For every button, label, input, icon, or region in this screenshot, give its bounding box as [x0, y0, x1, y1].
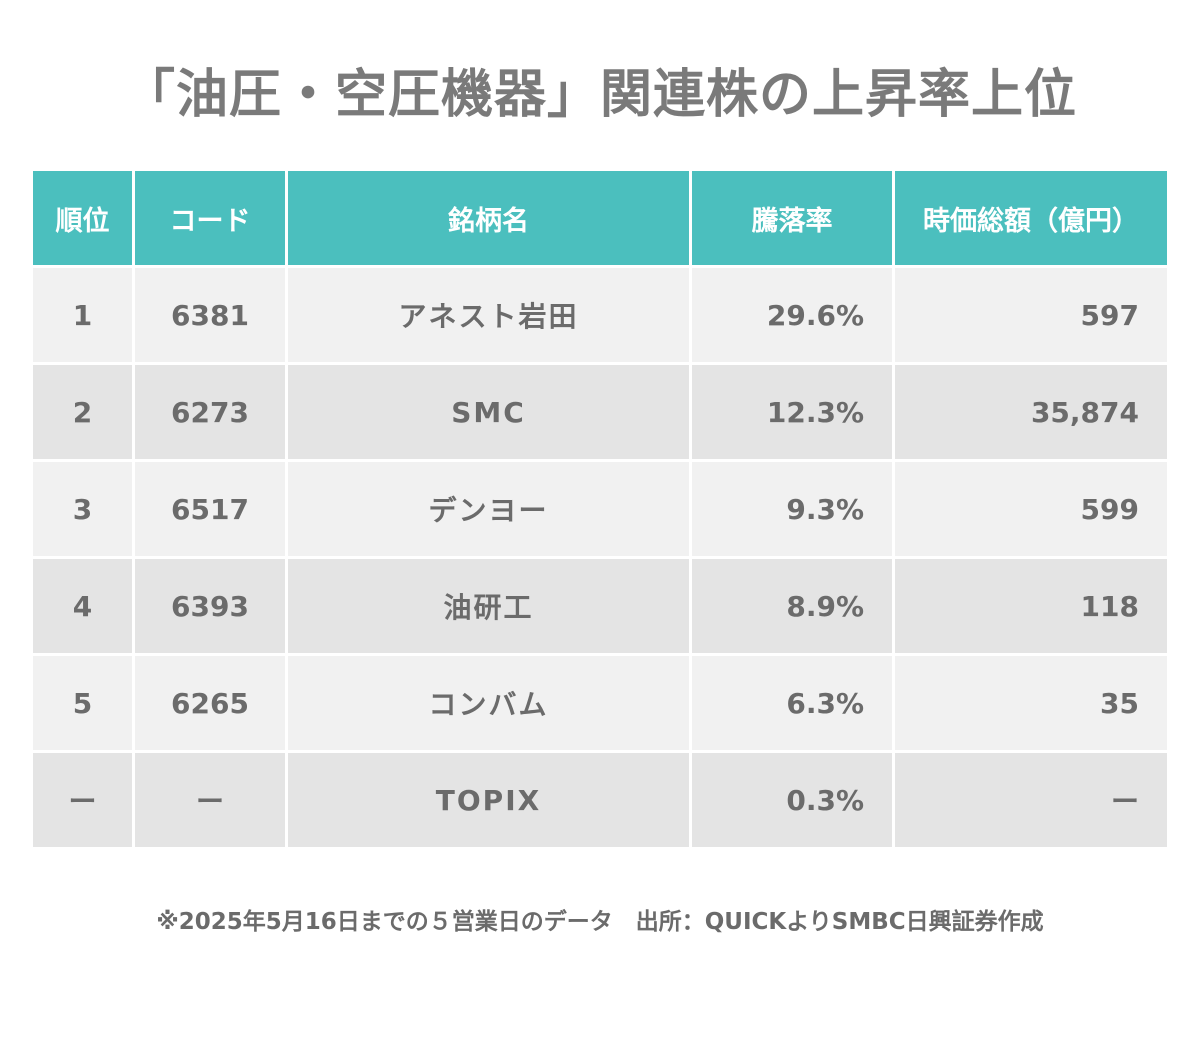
market-cap-cell: 118 — [895, 559, 1167, 653]
code-cell: 6273 — [135, 365, 285, 459]
column-header-change: 騰落率 — [692, 171, 892, 265]
source-footnote: ※2025年5月16日までの５営業日のデータ 出所：QUICKよりSMBC日興証… — [156, 909, 1044, 935]
code-cell: ー — [135, 753, 285, 847]
market-cap-cell: 35 — [895, 656, 1167, 750]
table-row: ー ー TOPIX 0.3% ー — [33, 753, 1167, 847]
rank-cell: 5 — [33, 656, 132, 750]
market-cap-cell: ー — [895, 753, 1167, 847]
column-header-market-cap: 時価総額（億円） — [895, 171, 1167, 265]
table-row: 4 6393 油研工 8.9% 118 — [33, 559, 1167, 653]
ranking-table: 順位 コード 銘柄名 騰落率 時価総額（億円） 1 6381 アネスト岩田 29… — [30, 168, 1170, 850]
market-cap-cell: 599 — [895, 462, 1167, 556]
code-cell: 6517 — [135, 462, 285, 556]
rank-cell: ー — [33, 753, 132, 847]
table-row: 2 6273 SMC 12.3% 35,874 — [33, 365, 1167, 459]
name-cell: TOPIX — [288, 753, 689, 847]
rank-cell: 4 — [33, 559, 132, 653]
table-row: 1 6381 アネスト岩田 29.6% 597 — [33, 268, 1167, 362]
table-row: 3 6517 デンヨー 9.3% 599 — [33, 462, 1167, 556]
table-row: 5 6265 コンバム 6.3% 35 — [33, 656, 1167, 750]
change-cell: 9.3% — [692, 462, 892, 556]
change-cell: 12.3% — [692, 365, 892, 459]
code-cell: 6381 — [135, 268, 285, 362]
change-cell: 6.3% — [692, 656, 892, 750]
name-cell: 油研工 — [288, 559, 689, 653]
rank-cell: 1 — [33, 268, 132, 362]
table-header-row: 順位 コード 銘柄名 騰落率 時価総額（億円） — [33, 171, 1167, 265]
change-cell: 8.9% — [692, 559, 892, 653]
column-header-name: 銘柄名 — [288, 171, 689, 265]
rank-cell: 3 — [33, 462, 132, 556]
code-cell: 6393 — [135, 559, 285, 653]
name-cell: アネスト岩田 — [288, 268, 689, 362]
change-cell: 29.6% — [692, 268, 892, 362]
change-cell: 0.3% — [692, 753, 892, 847]
code-cell: 6265 — [135, 656, 285, 750]
name-cell: SMC — [288, 365, 689, 459]
market-cap-cell: 597 — [895, 268, 1167, 362]
market-cap-cell: 35,874 — [895, 365, 1167, 459]
rank-cell: 2 — [33, 365, 132, 459]
column-header-code: コード — [135, 171, 285, 265]
name-cell: デンヨー — [288, 462, 689, 556]
name-cell: コンバム — [288, 656, 689, 750]
page-title: 「油圧・空圧機器」関連株の上昇率上位 — [122, 65, 1077, 125]
column-header-rank: 順位 — [33, 171, 132, 265]
